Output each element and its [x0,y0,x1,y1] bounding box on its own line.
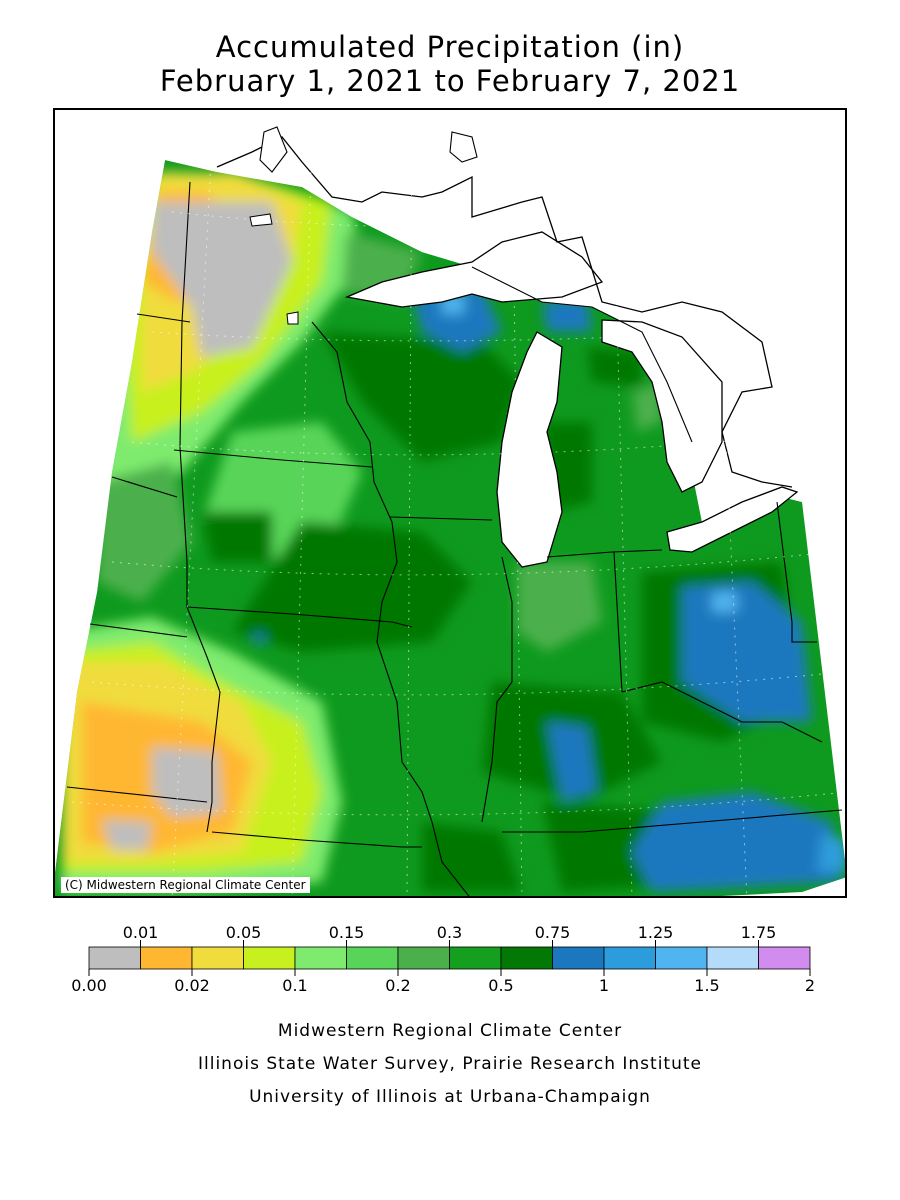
legend-swatch-10 [603,946,656,970]
outside-region-mask [55,110,845,872]
footer-survey: Illinois State Water Survey, Prairie Res… [198,1054,702,1074]
island-nipigon [449,131,478,163]
legend-swatch-8 [500,946,553,970]
border-wi-il [389,516,493,521]
legend-swatch-9 [552,946,605,970]
border-ia-mo [186,606,413,628]
legend-swatch-7 [449,946,502,970]
border-ky-tn [502,809,843,833]
legend-bottom-label: 0.2 [385,976,410,995]
border-mi-upper [471,266,693,443]
border-ks-ok [66,786,208,803]
graticule-lat-1 [171,211,803,229]
legend-swatch-13 [758,946,811,970]
graticule-lon-3 [406,121,413,896]
legend-bottom-label: 0.00 [71,976,107,995]
border-ne-sd [111,476,178,498]
graticule-lon-2 [291,131,313,896]
legend-swatch-4 [294,946,347,970]
zone-1-25-southeast [817,832,845,872]
border-ks-ne [89,623,188,638]
map-title: Accumulated Precipitation (in) [215,30,685,64]
legend-swatch-0 [88,946,141,970]
graticule-lat-2 [151,326,803,342]
legend-bottom-label: 1.5 [694,976,719,995]
zone-0-75-iowa-west [202,512,272,562]
legend-swatch-5 [346,946,399,970]
legend-swatch-3 [243,946,296,970]
legend-top-label: 1.25 [638,923,674,942]
zone-1-0-ohio [682,582,812,722]
legend-bottom-labels: 0.00 0.02 0.1 0.2 0.5 1 1.5 2 [71,969,815,995]
mille-lacs-lake [286,311,299,325]
border-mn-ia [173,449,373,468]
legend-top-labels: 0.01 0.05 0.15 0.3 0.75 1.25 1.75 [123,923,777,947]
color-legend: 0.01 0.05 0.15 0.3 0.75 1.25 1.75 0.00 0.02 0.1 0… [71,923,815,995]
legend-bottom-label: 0.1 [282,976,307,995]
legend-top-label: 1.75 [741,923,777,942]
legend-bottom-label: 1 [599,976,609,995]
legend-top-label: 0.01 [123,923,159,942]
zone-0-75-missouri-bootheel [422,822,522,892]
legend-swatch-2 [191,946,244,970]
zone-0-75-wisconsin [322,332,522,462]
legend-top-label: 0.05 [226,923,262,942]
border-nd-sd [136,313,191,323]
graticule [71,121,845,896]
zone-0-00-south-small [102,820,152,850]
footer-university: University of Illinois at Urbana-Champai… [249,1087,651,1107]
state-boundaries [66,181,843,896]
zone-0-2-indiana [517,562,602,652]
zone-1-5-ohio [712,592,737,612]
map-credit: (C) Midwestern Regional Climate Center [61,877,310,893]
footer-organization: Midwestern Regional Climate Center [277,1021,623,1041]
precipitation-map: (C) Midwestern Regional Climate Center [53,108,847,898]
zone-1-0-indiana [547,722,597,802]
border-western [179,181,221,833]
border-in-oh [613,551,623,693]
legend-swatch-1 [140,946,193,970]
graticule-lon-1 [171,141,213,896]
legend-boxes [88,946,811,970]
zone-1-0-iowa-spot [254,634,264,644]
map-date-range: February 1, 2021 to February 7, 2021 [159,64,741,98]
legend-top-label: 0.3 [437,923,462,942]
border-mi-in-oh [546,549,663,558]
border-mo-ar [211,831,422,848]
canada-coastline [216,136,793,488]
graticule-lon-4 [511,121,523,896]
graticule-lat-4 [111,551,833,576]
legend-top-label: 0.75 [535,923,571,942]
graticule-lat-6 [71,791,845,816]
border-oh-pa [776,501,817,643]
zone-0-2-west [97,462,192,602]
legend-swatch-6 [397,946,450,970]
legend-swatch-11 [655,946,708,970]
legend-top-label: 0.15 [329,923,365,942]
zone-0-75-lower-michigan-north [587,347,642,387]
zone-1-0-kentucky-south [632,792,842,892]
zone-0-00-south [152,747,222,817]
lake-of-the-woods [259,126,288,173]
lake-huron [601,319,723,493]
legend-bottom-label: 2 [805,976,815,995]
legend-swatch-12 [706,946,759,970]
zone-0-75-iowa-illinois [232,522,472,652]
legend-bottom-label: 0.5 [488,976,513,995]
graticule-lon-6 [711,131,748,896]
border-il-in [481,556,513,823]
border-mississippi [311,321,470,896]
lake-michigan [496,331,563,568]
legend-bottom-label: 0.02 [174,976,210,995]
lake-erie [666,486,799,553]
border-ohio-river [621,681,823,743]
graticule-lon-5 [611,121,633,896]
